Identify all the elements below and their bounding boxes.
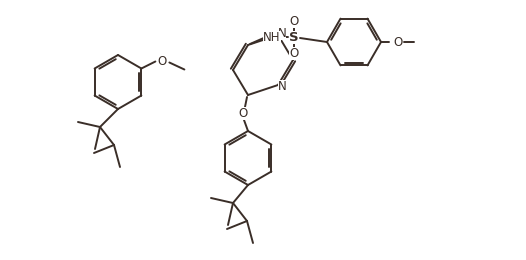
Text: N: N: [278, 80, 286, 93]
Text: O: O: [238, 107, 248, 120]
Text: O: O: [393, 36, 402, 49]
Text: O: O: [289, 15, 299, 28]
Text: O: O: [158, 55, 167, 68]
Text: NH: NH: [263, 30, 281, 43]
Text: N: N: [278, 27, 286, 40]
Text: O: O: [289, 47, 299, 60]
Text: S: S: [289, 30, 299, 43]
